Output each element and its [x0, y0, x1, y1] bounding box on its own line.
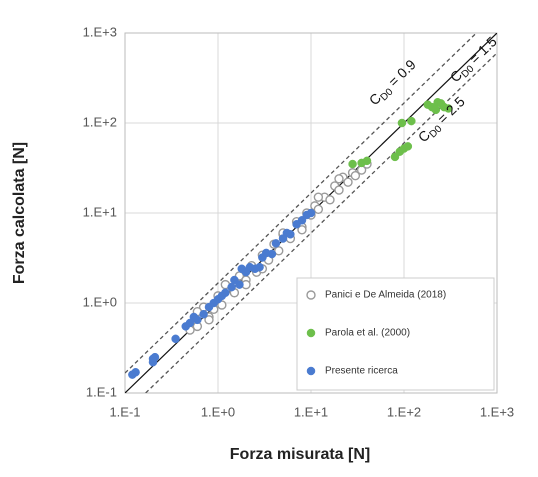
point: [350, 170, 361, 181]
reference-line: [125, 33, 477, 374]
y-axis-label: Forza calcolata [N]: [11, 142, 28, 284]
x-tick-label: 1.E+3: [480, 404, 514, 419]
legend-label: Panici e De Almeida (2018): [325, 290, 446, 301]
point: [237, 264, 246, 274]
point: [171, 334, 180, 344]
x-tick-label: 1.E+1: [294, 404, 328, 419]
line-annotation: CD0 = 1.5: [447, 33, 502, 87]
point: [334, 174, 344, 184]
point: [397, 118, 407, 128]
point: [348, 159, 357, 169]
y-tick-label: 1.E+1: [83, 204, 117, 219]
point: [193, 315, 202, 325]
point: [199, 309, 208, 319]
point: [325, 195, 335, 205]
point: [267, 249, 277, 259]
legend-label: Presente ricerca: [325, 366, 398, 377]
legend-marker: [306, 328, 316, 338]
point: [221, 288, 230, 297]
point: [444, 104, 453, 113]
point: [148, 354, 158, 364]
annotation-text: = 1.5: [463, 33, 500, 69]
x-axis-label: Forza misurata [N]: [230, 446, 370, 463]
line-annotation: CD0 = 0.9: [366, 56, 421, 110]
x-tick-label: 1.E-1: [109, 404, 140, 419]
legend-label: Parola et al. (2000): [325, 328, 410, 339]
point: [255, 262, 264, 272]
annotation-text: = 0.9: [382, 56, 419, 92]
point: [407, 116, 416, 126]
point: [286, 230, 295, 239]
point: [403, 142, 413, 151]
point: [274, 246, 284, 256]
y-tick-label: 1.E+3: [83, 24, 117, 39]
point: [185, 318, 195, 328]
point: [313, 192, 324, 202]
plot-area: [124, 32, 498, 394]
point: [306, 208, 316, 218]
point: [131, 368, 140, 377]
x-tick-label: 1.E+0: [201, 404, 235, 419]
point: [297, 216, 307, 225]
point: [297, 225, 307, 235]
point: [227, 282, 236, 292]
y-tick-label: 1.E+2: [83, 114, 117, 129]
point: [204, 315, 214, 325]
legend-marker: [306, 290, 316, 300]
legend-marker: [306, 366, 316, 376]
point: [431, 105, 441, 115]
x-tick-label: 1.E+2: [387, 404, 421, 419]
legend-box: [296, 277, 495, 391]
point: [313, 204, 324, 214]
y-tick-label: 1.E-1: [86, 384, 117, 399]
y-tick-label: 1.E+0: [83, 294, 117, 309]
point: [343, 177, 353, 187]
point: [362, 156, 372, 166]
point: [334, 185, 344, 195]
point: [235, 280, 244, 289]
point: [271, 239, 281, 248]
